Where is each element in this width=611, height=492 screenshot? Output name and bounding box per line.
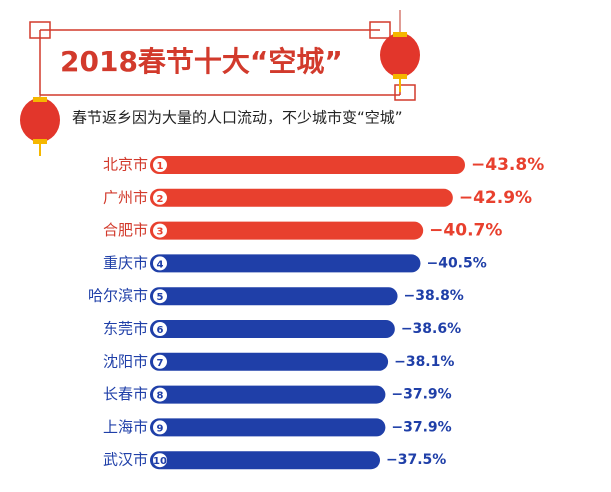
chart-title: 2018春节十大“空城” bbox=[60, 45, 343, 78]
category-label: 东莞市 bbox=[103, 320, 148, 338]
rank-badge bbox=[153, 322, 167, 336]
category-label: 武汉市 bbox=[103, 451, 148, 469]
value-label: −38.6% bbox=[401, 321, 461, 337]
category-label: 哈尔滨市 bbox=[88, 287, 148, 305]
rank-badge bbox=[153, 190, 167, 205]
value-label: −37.9% bbox=[391, 419, 451, 435]
rank-label: 2 bbox=[157, 194, 164, 205]
rank-badge bbox=[153, 223, 167, 238]
rank-badge bbox=[153, 354, 167, 369]
value-label: −40.7% bbox=[429, 221, 502, 241]
rank-badge bbox=[153, 256, 167, 271]
rank-label: 3 bbox=[157, 227, 164, 238]
category-label: 沈阳市 bbox=[103, 352, 148, 370]
value-label: −43.8% bbox=[471, 155, 544, 175]
rank-badge bbox=[153, 420, 167, 435]
rank-badge bbox=[153, 289, 167, 304]
bar bbox=[150, 221, 424, 240]
rank-label: 4 bbox=[157, 259, 164, 270]
value-label: −42.9% bbox=[459, 188, 532, 208]
value-label: −38.8% bbox=[404, 288, 464, 304]
bar bbox=[150, 385, 386, 404]
value-label: −37.5% bbox=[386, 452, 446, 468]
rank-label: 9 bbox=[157, 423, 164, 434]
value-label: −40.5% bbox=[426, 255, 486, 271]
rank-label: 7 bbox=[157, 358, 164, 369]
rank-label: 1 bbox=[157, 161, 164, 172]
chart-subtitle: 春节返乡因为大量的人口流动，不少城市变“空城” bbox=[72, 109, 403, 127]
lantern bbox=[380, 10, 420, 92]
rank-badge bbox=[153, 158, 167, 172]
rank-label: 10 bbox=[153, 456, 167, 467]
bar bbox=[150, 451, 380, 470]
bar bbox=[150, 156, 465, 174]
bar bbox=[150, 188, 453, 207]
category-label: 广州市 bbox=[103, 188, 148, 206]
rank-badge bbox=[153, 453, 167, 468]
category-label: 重庆市 bbox=[103, 254, 148, 272]
value-label: −38.1% bbox=[394, 354, 454, 370]
category-label: 上海市 bbox=[103, 418, 148, 436]
rank-label: 5 bbox=[157, 292, 164, 303]
rank-label: 6 bbox=[157, 325, 164, 336]
rank-badge bbox=[153, 387, 167, 402]
bar bbox=[150, 320, 395, 338]
category-label: 长春市 bbox=[103, 385, 148, 403]
lantern bbox=[20, 90, 60, 156]
bar bbox=[150, 418, 386, 437]
rank-label: 8 bbox=[157, 391, 164, 402]
category-label: 合肥市 bbox=[103, 221, 148, 239]
bar bbox=[150, 352, 389, 371]
bar bbox=[150, 287, 398, 306]
bar bbox=[150, 254, 421, 273]
value-label: −37.9% bbox=[391, 387, 451, 403]
category-label: 北京市 bbox=[103, 156, 148, 174]
